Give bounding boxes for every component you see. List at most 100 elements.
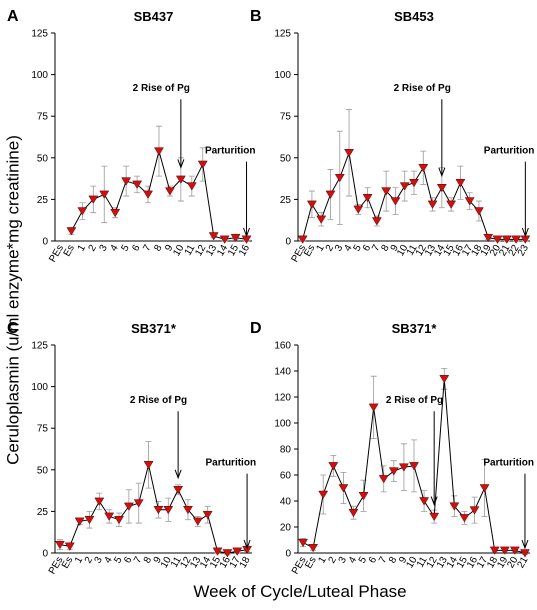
marker [153,505,164,515]
y-tick-label: 125 [274,29,291,40]
marker [334,174,345,183]
x-tick-label: 18 [238,555,253,571]
x-tick-label: Es [303,555,318,571]
x-tick-label: 18 [485,555,500,571]
marker [316,215,327,224]
x-tick-label: 13 [188,555,203,571]
x-tick-label: 5 [352,243,365,254]
x-tick-label: 16 [451,243,466,259]
x-tick-label: 17 [228,555,243,571]
marker [338,484,349,493]
y-tick-label: 160 [274,341,291,352]
x-tick-label: 12 [425,555,440,571]
marker [418,164,429,173]
x-tick-label: 4 [108,243,121,254]
marker [358,492,369,501]
y-tick-label: 0 [285,549,291,560]
y-tick-label: 120 [274,393,291,404]
marker [121,177,132,186]
y-tick-label: 75 [37,112,49,123]
marker [104,512,115,521]
marker [163,505,174,515]
marker [459,514,470,523]
marker [173,486,184,495]
marker [348,508,359,518]
x-tick-label: 17 [475,555,490,571]
marker [318,490,329,499]
data-line [302,150,526,240]
marker [297,235,308,244]
x-tick-label: 3 [337,555,350,566]
marker [74,517,85,526]
y-tick-label: 80 [280,445,292,456]
marker [509,546,520,555]
marker [439,375,450,384]
marker [133,499,144,508]
panel-title: SB371* [131,321,177,336]
marker [398,463,409,472]
x-tick-label: 2 [324,243,337,254]
x-tick-label: 9 [389,243,402,254]
marker [88,195,99,204]
x-tick-label: 15 [226,243,241,259]
x-tick-label: 7 [370,243,383,254]
x-tick-label: 18 [469,243,484,259]
marker [474,207,484,216]
marker [378,475,389,484]
marker [419,497,430,506]
x-tick-label: 5 [119,243,132,254]
marker [54,540,65,550]
x-tick-label: 8 [379,243,392,254]
y-tick-label: 0 [42,549,48,560]
marker [99,190,110,199]
y-tick-label: 25 [37,195,49,206]
marker [232,547,243,556]
x-tick-label: 5 [357,555,370,566]
x-tick-label: 4 [347,555,360,566]
y-tick-label: 25 [280,195,292,206]
x-tick-label: 14 [215,243,230,259]
y-tick-label: 125 [31,29,48,40]
marker [164,187,175,196]
x-tick-label: 3 [98,243,111,254]
marker [409,179,419,188]
x-tick-label: 7 [377,555,390,566]
marker [520,549,530,558]
marker [143,461,154,470]
panel-letter: C [7,320,19,337]
x-tick-label: 2 [87,243,100,254]
x-tick-label: 1 [317,555,330,566]
marker [325,190,336,199]
y-tick-label: 0 [42,237,48,248]
annotation: 2 Rise of Pg [386,395,443,406]
marker [479,484,490,493]
y-tick-label: 40 [280,497,292,508]
x-tick-label: 21 [497,243,512,259]
marker [208,232,219,241]
data-line [59,464,248,554]
marker [114,515,124,525]
annotation: 2 Rise of Pg [394,83,451,94]
y-tick-label: 100 [31,382,48,393]
x-tick-label: 15 [442,243,457,259]
marker [455,179,466,188]
x-tick-label: 13 [423,243,438,259]
annotation: 2 Rise of Pg [130,395,187,406]
annotation-arrow [438,99,446,178]
x-tick-label: 15 [208,555,223,571]
marker [409,462,419,471]
x-axis-label: Week of Cycle/Luteal Phase [193,582,406,601]
annotation: Parturition [483,458,534,469]
marker [511,235,522,244]
x-tick-label: 20 [505,555,520,571]
marker [94,497,105,506]
x-tick-label: 16 [237,243,252,259]
marker [202,510,213,520]
marker [469,506,480,515]
x-tick-label: 7 [132,555,145,566]
x-tick-label: 22 [507,243,522,259]
x-tick-label: 6 [367,555,380,566]
x-tick-label: 8 [142,555,155,566]
x-tick-label: 4 [102,555,115,566]
marker [306,200,317,209]
